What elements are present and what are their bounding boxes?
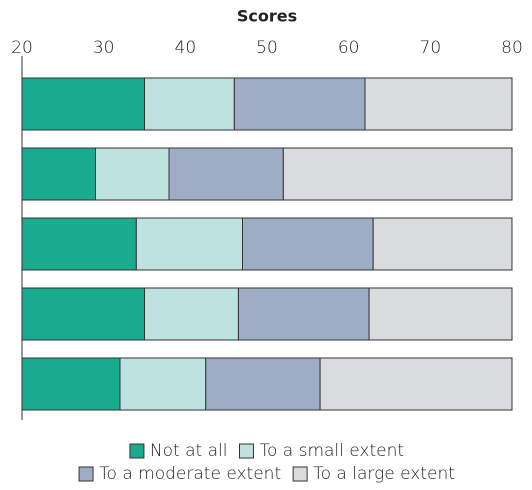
legend-label: Not at all: [150, 441, 228, 461]
bar-segment: [372, 217, 513, 271]
chart-title: Scores: [237, 7, 297, 26]
bar-segment: [364, 77, 513, 131]
bar-segment: [119, 357, 207, 411]
x-tick-label: 40: [175, 38, 197, 58]
legend-swatch: [238, 443, 254, 459]
bar-segment: [95, 147, 170, 201]
legend-label: To a moderate extent: [99, 464, 281, 484]
bar-segment: [282, 147, 513, 201]
x-tick-label: 20: [11, 38, 33, 58]
bar-segment: [21, 287, 145, 341]
bar-segment: [21, 217, 137, 271]
bar-segment: [21, 357, 121, 411]
bar-segment: [135, 217, 243, 271]
bar-segment: [168, 147, 284, 201]
legend-label: To a large extent: [313, 464, 455, 484]
bar-segment: [368, 287, 513, 341]
legend-swatch: [78, 466, 94, 482]
x-tick-label: 70: [420, 38, 442, 58]
legend-swatch: [129, 443, 145, 459]
x-tick-label: 80: [501, 38, 523, 58]
x-tick-label: 30: [93, 38, 115, 58]
bar-segment: [242, 217, 374, 271]
bar-segment: [237, 287, 370, 341]
bar-segment: [144, 77, 235, 131]
bar-segment: [233, 77, 366, 131]
legend-swatch: [292, 466, 308, 482]
x-tick-label: 60: [338, 38, 360, 58]
bar-segment: [319, 357, 513, 411]
bar-segment: [205, 357, 321, 411]
bar-segment: [144, 287, 239, 341]
bar-segment: [21, 77, 145, 131]
x-tick-label: 50: [256, 38, 278, 58]
legend-label: To a small extent: [259, 441, 404, 461]
bar-segment: [21, 147, 96, 201]
